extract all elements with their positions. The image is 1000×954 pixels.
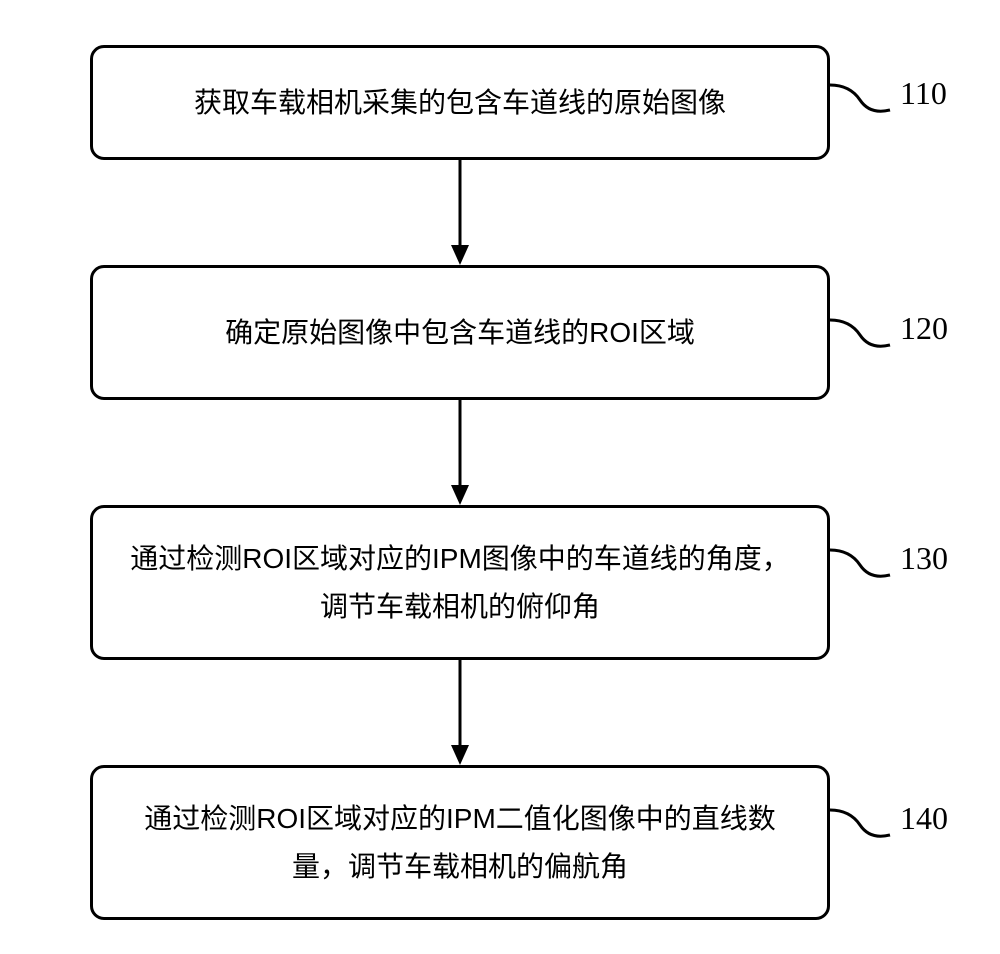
flowchart-container: 获取车载相机采集的包含车道线的原始图像 110 确定原始图像中包含车道线的ROI… bbox=[0, 0, 1000, 954]
label-text: 120 bbox=[900, 310, 948, 346]
node-label-110: 110 bbox=[900, 75, 947, 112]
label-connector-130 bbox=[830, 545, 900, 580]
node-text: 获取车载相机采集的包含车道线的原始图像 bbox=[194, 79, 726, 127]
node-text: 通过检测ROI区域对应的IPM图像中的车道线的角度，调节车载相机的俯仰角 bbox=[123, 535, 797, 630]
flowchart-node-120: 确定原始图像中包含车道线的ROI区域 bbox=[90, 265, 830, 400]
node-label-120: 120 bbox=[900, 310, 948, 347]
arrow-120-to-130 bbox=[448, 400, 472, 510]
label-text: 130 bbox=[900, 540, 948, 576]
flowchart-node-140: 通过检测ROI区域对应的IPM二值化图像中的直线数量，调节车载相机的偏航角 bbox=[90, 765, 830, 920]
node-label-130: 130 bbox=[900, 540, 948, 577]
label-connector-120 bbox=[830, 315, 900, 350]
label-connector-110 bbox=[830, 80, 900, 115]
arrow-130-to-140 bbox=[448, 660, 472, 770]
arrow-110-to-120 bbox=[448, 160, 472, 270]
node-text: 确定原始图像中包含车道线的ROI区域 bbox=[225, 309, 695, 357]
flowchart-node-110: 获取车载相机采集的包含车道线的原始图像 bbox=[90, 45, 830, 160]
label-text: 140 bbox=[900, 800, 948, 836]
flowchart-node-130: 通过检测ROI区域对应的IPM图像中的车道线的角度，调节车载相机的俯仰角 bbox=[90, 505, 830, 660]
node-text: 通过检测ROI区域对应的IPM二值化图像中的直线数量，调节车载相机的偏航角 bbox=[123, 795, 797, 890]
node-label-140: 140 bbox=[900, 800, 948, 837]
label-text: 110 bbox=[900, 75, 947, 111]
label-connector-140 bbox=[830, 805, 900, 840]
